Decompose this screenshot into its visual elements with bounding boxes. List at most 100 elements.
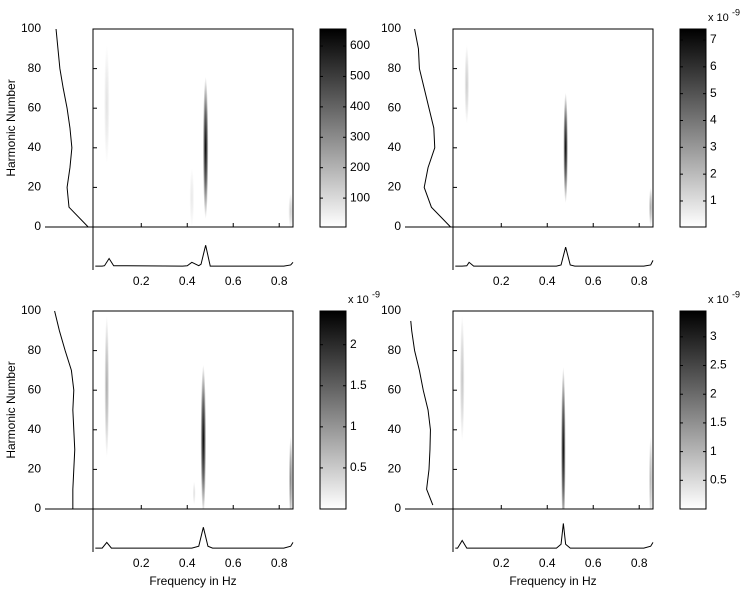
blob: [648, 187, 653, 227]
frequency-spectrum: [95, 245, 294, 267]
colorbar-exponent: x 10: [708, 12, 729, 24]
blob: [288, 193, 293, 227]
y-tick-label: 60: [28, 382, 42, 396]
colorbar-tick-label: 0.5: [710, 472, 727, 486]
heatmap: [464, 44, 653, 227]
colorbar: [679, 28, 707, 228]
colorbar-tick-label: 3: [710, 139, 717, 153]
colorbar-tick-label: 2: [350, 337, 357, 351]
harmonic-profile: [54, 310, 76, 509]
blob: [563, 92, 568, 204]
y-tick-label: 80: [388, 343, 402, 357]
colorbar: [679, 310, 707, 510]
colorbar-exponent-power: -9: [372, 289, 380, 299]
colorbar-tick-label: 1.5: [710, 415, 727, 429]
y-tick-label: 20: [388, 462, 402, 476]
y-tick-label: 60: [28, 100, 42, 114]
colorbar-tick-label: 100: [350, 190, 370, 204]
x-tick-label: 0.2: [493, 274, 510, 288]
harmonic-profile: [414, 28, 451, 228]
y-tick-label: 80: [388, 61, 402, 75]
blob: [202, 76, 209, 220]
blob: [200, 364, 207, 509]
y-tick-label: 60: [388, 100, 402, 114]
colorbar-tick-label: 2: [710, 386, 717, 400]
colorbar-tick-label: 1: [350, 419, 357, 433]
blob: [459, 314, 465, 442]
y-tick-label: 100: [381, 21, 401, 35]
y-tick-label: 40: [28, 422, 42, 436]
colorbar-tick-label: 600: [350, 38, 370, 52]
y-tick-label: 0: [34, 501, 41, 515]
y-tick-label: 20: [388, 180, 402, 194]
colorbar-tick-label: 1.5: [350, 378, 367, 392]
y-axis-label: Harmonic Number: [4, 79, 18, 176]
x-tick-label: 0.6: [225, 274, 242, 288]
x-tick-label: 0.4: [179, 274, 196, 288]
colorbar: [319, 310, 347, 510]
heatmap: [104, 44, 293, 227]
x-tick-label: 0.4: [539, 556, 556, 570]
colorbar-tick-label: 3: [710, 329, 717, 343]
colorbar-exponent-power: -9: [732, 289, 740, 299]
colorbar-tick-label: 1: [710, 193, 717, 207]
colorbar-tick-label: 4: [710, 113, 717, 127]
y-tick-label: 100: [21, 303, 41, 317]
colorbar-tick-label: 2: [710, 166, 717, 180]
y-axis-label: Harmonic Number: [4, 361, 18, 458]
heatmap-frame: [452, 28, 654, 228]
x-tick-label: 0.2: [493, 556, 510, 570]
x-tick-label: 0.2: [133, 274, 150, 288]
colorbar-tick-label: 7: [710, 32, 717, 46]
colorbar-tick-label: 300: [350, 129, 370, 143]
y-tick-label: 0: [394, 501, 401, 515]
y-tick-label: 80: [28, 61, 42, 75]
y-tick-label: 40: [388, 140, 402, 154]
x-tick-label: 0.8: [631, 556, 648, 570]
blob: [189, 167, 195, 227]
frequency-spectrum: [455, 523, 654, 549]
colorbar: [319, 28, 347, 228]
y-tick-label: 0: [394, 219, 401, 233]
y-tick-label: 0: [34, 219, 41, 233]
colorbar-tick-label: 5: [710, 86, 717, 100]
colorbar-tick-label: 2.5: [710, 358, 727, 372]
x-tick-label: 0.8: [631, 274, 648, 288]
colorbar-tick-label: 500: [350, 69, 370, 83]
blob: [104, 44, 110, 164]
x-tick-label: 0.4: [539, 274, 556, 288]
y-tick-label: 40: [388, 422, 402, 436]
heatmap-frame: [452, 310, 654, 510]
x-tick-label: 0.6: [225, 556, 242, 570]
colorbar-tick-label: 0.5: [350, 460, 367, 474]
colorbar-exponent-power: -9: [732, 7, 740, 17]
y-tick-label: 20: [28, 462, 42, 476]
colorbar-tick-label: 1: [710, 444, 717, 458]
x-tick-label: 0.6: [585, 556, 602, 570]
blob: [464, 44, 470, 125]
heatmap-frame: [92, 310, 294, 510]
y-tick-label: 60: [388, 382, 402, 396]
y-tick-label: 100: [21, 21, 41, 35]
x-axis-label: Frequency in Hz: [149, 574, 236, 588]
y-tick-label: 40: [28, 140, 42, 154]
x-axis-label: Frequency in Hz: [509, 574, 596, 588]
heatmap: [104, 314, 293, 509]
colorbar-tick-label: 6: [710, 59, 717, 73]
blob: [561, 366, 566, 509]
x-tick-label: 0.8: [271, 274, 288, 288]
blob: [104, 314, 110, 458]
y-tick-label: 80: [28, 343, 42, 357]
x-tick-label: 0.4: [179, 556, 196, 570]
x-tick-label: 0.6: [585, 274, 602, 288]
x-tick-label: 0.8: [271, 556, 288, 570]
heatmap-frame: [92, 28, 294, 228]
frequency-spectrum: [455, 246, 654, 267]
colorbar-tick-label: 200: [350, 160, 370, 174]
blob: [648, 435, 653, 509]
x-tick-label: 0.2: [133, 556, 150, 570]
heatmap: [459, 314, 653, 509]
blob: [288, 435, 293, 509]
colorbar-exponent: x 10: [348, 294, 369, 306]
